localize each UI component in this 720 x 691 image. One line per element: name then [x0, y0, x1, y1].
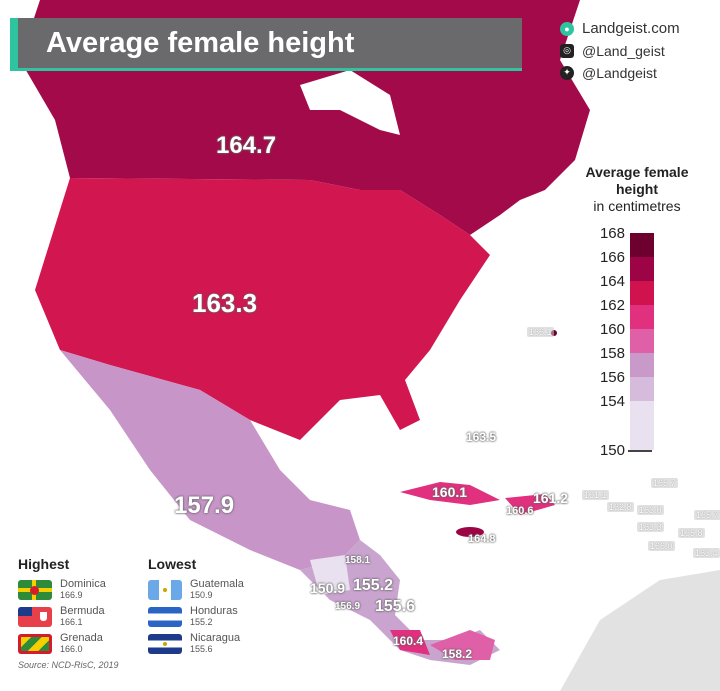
label-nicaragua: 155.6 — [375, 598, 416, 615]
highest-item: Bermuda 166.1 — [18, 603, 106, 630]
jamaica-shape — [456, 527, 484, 537]
tick-166: 166 — [599, 249, 625, 266]
tick-150: 150 — [599, 442, 625, 459]
south-america-shape — [560, 570, 720, 691]
tick-160: 160 — [599, 321, 625, 338]
tick-158: 158 — [599, 345, 625, 362]
tick-154: 154 — [599, 393, 625, 410]
label-canada: 164.7 — [216, 132, 277, 159]
nicaragua-flag-icon — [148, 633, 182, 654]
label-jamaica: 164.8 — [468, 533, 496, 545]
twitter-icon: ✦ — [560, 65, 574, 80]
scale-bin-164-166 — [630, 257, 654, 281]
lowest-panel: Lowest Guatemala 150.9 Honduras 155.2 Ni… — [148, 556, 244, 657]
usa-shape — [35, 178, 490, 440]
label-st-lucia: 163.3 — [637, 522, 664, 532]
label-cuba: 160.1 — [432, 484, 468, 500]
label-st-vincent: 165.8 — [678, 528, 705, 538]
honduras-flag-icon — [148, 606, 182, 627]
label-antigua: 165.7 — [651, 478, 678, 488]
instagram-icon: ◎ — [560, 43, 574, 58]
legend-title: Average female height in centimetres — [585, 164, 689, 214]
label-belize: 158.1 — [345, 555, 371, 566]
tick-164: 164 — [599, 273, 625, 290]
costa-rica-shape — [390, 630, 430, 655]
scale-bin-162-164 — [630, 281, 654, 305]
scale-bin-154-156 — [630, 377, 654, 401]
label-barbados: 165.7 — [694, 510, 720, 520]
title-banner: Average female height — [10, 18, 522, 68]
page-title: Average female height — [46, 26, 355, 59]
label-panama: 158.2 — [442, 647, 473, 661]
social-links: ● Landgeist.com ◎ @Land_geist ✦ @Landgei… — [560, 18, 680, 84]
website-link[interactable]: ● Landgeist.com — [560, 18, 680, 39]
label-el-salvador: 156.9 — [335, 601, 361, 612]
lowest-item: Guatemala 150.9 — [148, 576, 244, 603]
hispaniola-shape — [505, 494, 555, 515]
mexico-shape — [60, 350, 360, 570]
dominica-flag-icon — [18, 579, 52, 600]
guatemala-shape — [310, 555, 350, 595]
instagram-link[interactable]: ◎ @Land_geist — [560, 40, 680, 61]
scale-bin-166-168 — [630, 233, 654, 257]
source-note: Source: NCD-RisC, 2019 — [18, 660, 119, 670]
globe-icon: ● — [560, 21, 574, 36]
label-costa-rica: 160.4 — [393, 634, 424, 648]
cuba-shape — [400, 482, 500, 505]
lowest-item: Nicaragua 155.6 — [148, 630, 244, 657]
tick-150-line — [628, 450, 652, 452]
hudson-bay — [300, 70, 400, 135]
label-virgin-islands: 162.8 — [607, 502, 634, 512]
label-haiti: 160.6 — [506, 505, 534, 517]
highest-item: Grenada 166.0 — [18, 630, 106, 657]
label-bermuda: 166.1 — [527, 327, 554, 337]
color-scale — [630, 233, 654, 450]
label-honduras: 155.2 — [353, 577, 394, 594]
guatemala-flag-icon — [148, 579, 182, 600]
central-america-shape — [300, 540, 500, 665]
scale-bin-156-158 — [630, 353, 654, 377]
label-grenada: 166.0 — [648, 541, 675, 551]
label-dominican-republic: 161.2 — [533, 490, 569, 506]
label-guatemala: 150.9 — [310, 580, 346, 596]
tick-162: 162 — [599, 297, 625, 314]
label-mexico: 157.9 — [174, 492, 235, 519]
highest-item: Dominica 166.9 — [18, 576, 106, 603]
scale-bin-160-162 — [630, 305, 654, 329]
lowest-item: Honduras 155.2 — [148, 603, 244, 630]
lowest-heading: Lowest — [148, 556, 197, 572]
label-puerto-rico: 161.1 — [582, 490, 609, 500]
scale-bin-158-160 — [630, 329, 654, 353]
label-trinidad: 163.4 — [693, 548, 720, 558]
bermuda-flag-icon — [18, 606, 52, 627]
label-st-kitts: 163.0 — [637, 505, 664, 515]
panama-shape — [430, 630, 495, 660]
grenada-flag-icon — [18, 633, 52, 654]
label-usa: 163.3 — [192, 288, 258, 318]
twitter-link[interactable]: ✦ @Landgeist — [560, 62, 680, 83]
label-bahamas: 163.5 — [466, 430, 497, 444]
tick-156: 156 — [599, 369, 625, 386]
tick-168: 168 — [599, 225, 625, 242]
scale-bin-150-154 — [630, 401, 654, 450]
highest-heading: Highest — [18, 556, 70, 572]
highest-panel: Highest Dominica 166.9 Bermuda 166.1 Gre… — [18, 556, 106, 657]
